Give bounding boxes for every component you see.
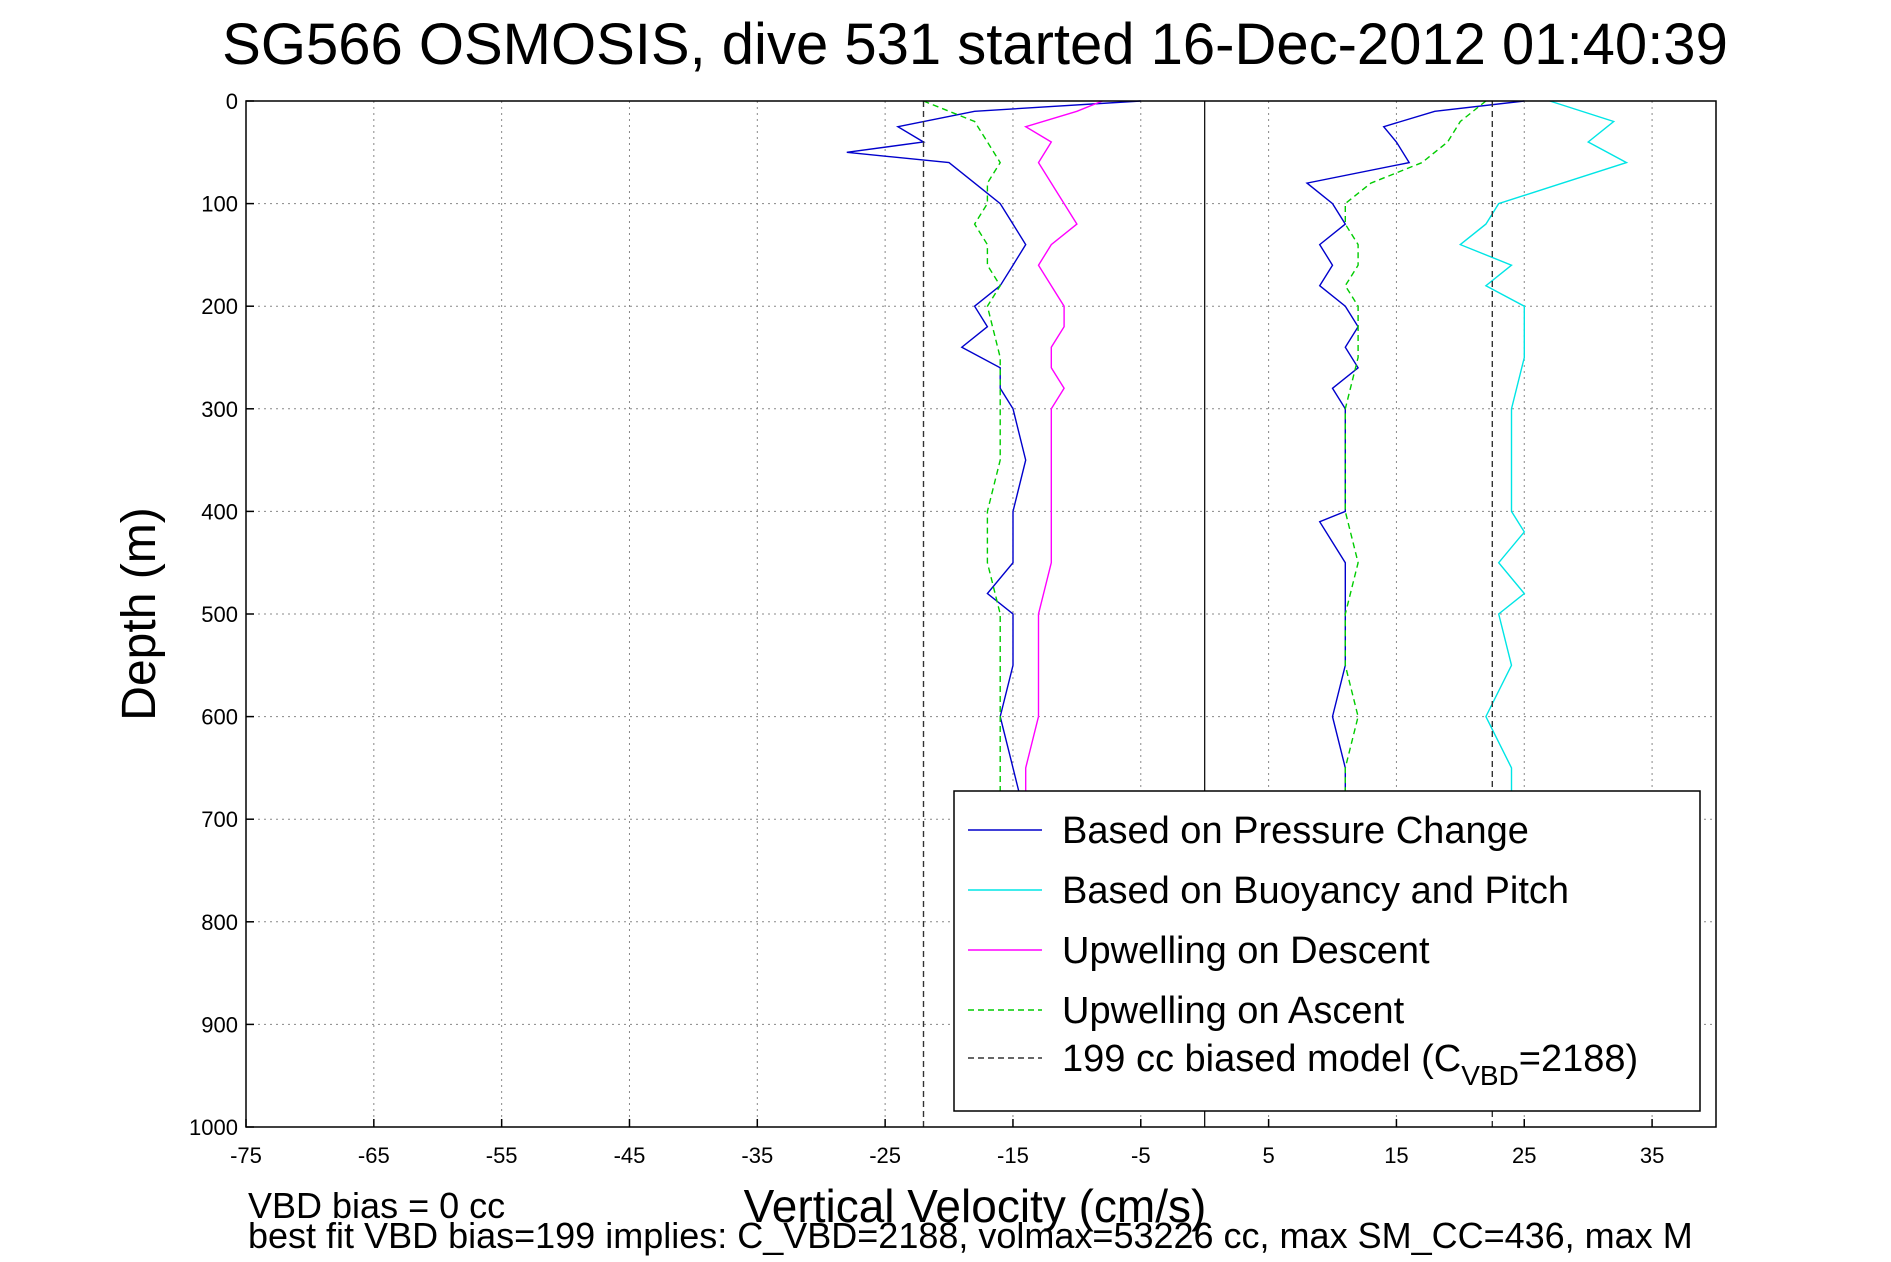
x-axis-ticks: -75 -65 -55 -45 -35 -25 -15 -5 5 15 25 35 [230, 1119, 1664, 1168]
y-tick-label: 100 [201, 192, 238, 217]
legend-label-tail: =2188) [1519, 1038, 1638, 1080]
series-line-1-0 [1458, 100, 1629, 820]
x-tick-label: 15 [1384, 1143, 1408, 1168]
y-tick-label: 600 [201, 705, 238, 730]
y-tick-label: 800 [201, 910, 238, 935]
x-tick-label: -15 [997, 1143, 1029, 1168]
legend-label: Based on Buoyancy and Pitch [1062, 870, 1569, 912]
x-tick-label: -35 [741, 1143, 773, 1168]
legend-label-subscript: VBD [1461, 1060, 1519, 1091]
y-axis-ticks: 0 100 200 300 400 500 600 700 800 900 1000 [189, 89, 254, 1140]
legend-label: Upwelling on Ascent [1062, 990, 1405, 1032]
x-tick-label: 35 [1640, 1143, 1664, 1168]
y-tick-label: 400 [201, 499, 238, 524]
x-tick-label: -55 [486, 1143, 518, 1168]
x-tick-label: -25 [869, 1143, 901, 1168]
y-tick-label: 0 [226, 89, 238, 114]
x-tick-label: 25 [1512, 1143, 1536, 1168]
y-tick-label: 1000 [189, 1115, 238, 1140]
x-tick-label: -45 [614, 1143, 646, 1168]
y-axis-label: Depth (m) [113, 507, 166, 720]
x-tick-label: 5 [1262, 1143, 1274, 1168]
y-tick-label: 500 [201, 602, 238, 627]
series-line-3-0 [923, 100, 1002, 820]
y-tick-label: 300 [201, 397, 238, 422]
best-fit-note: best fit VBD bias=199 implies: C_VBD=218… [248, 1215, 1693, 1256]
series-line-0-1 [1305, 100, 1525, 820]
legend-label-main: 199 cc biased model (C [1062, 1038, 1461, 1080]
series-line-3-1 [1344, 100, 1487, 820]
legend: Based on Pressure Change Based on Buoyanc… [953, 790, 1701, 1112]
y-tick-label: 700 [201, 807, 238, 832]
legend-box [953, 790, 1701, 1112]
legend-label: Upwelling on Descent [1062, 930, 1430, 972]
x-tick-label: -5 [1131, 1143, 1151, 1168]
x-axis-label: Vertical Velocity (cm/s) [744, 1180, 1207, 1232]
x-tick-label: -65 [358, 1143, 390, 1168]
series-line-0-0 [846, 100, 1141, 820]
series-line-2-0 [1023, 100, 1103, 820]
vbd-bias-note: VBD bias = 0 cc [248, 1185, 505, 1226]
legend-label: Based on Pressure Change [1062, 810, 1529, 852]
chart-title: SG566 OSMOSIS, dive 531 started 16-Dec-2… [222, 12, 1728, 77]
legend-label: 199 cc biased model (CVBD=2188) [1062, 1038, 1638, 1091]
y-tick-label: 900 [201, 1012, 238, 1037]
x-tick-label: -75 [230, 1143, 262, 1168]
series-group [846, 100, 1629, 1127]
y-tick-label: 200 [201, 294, 238, 319]
